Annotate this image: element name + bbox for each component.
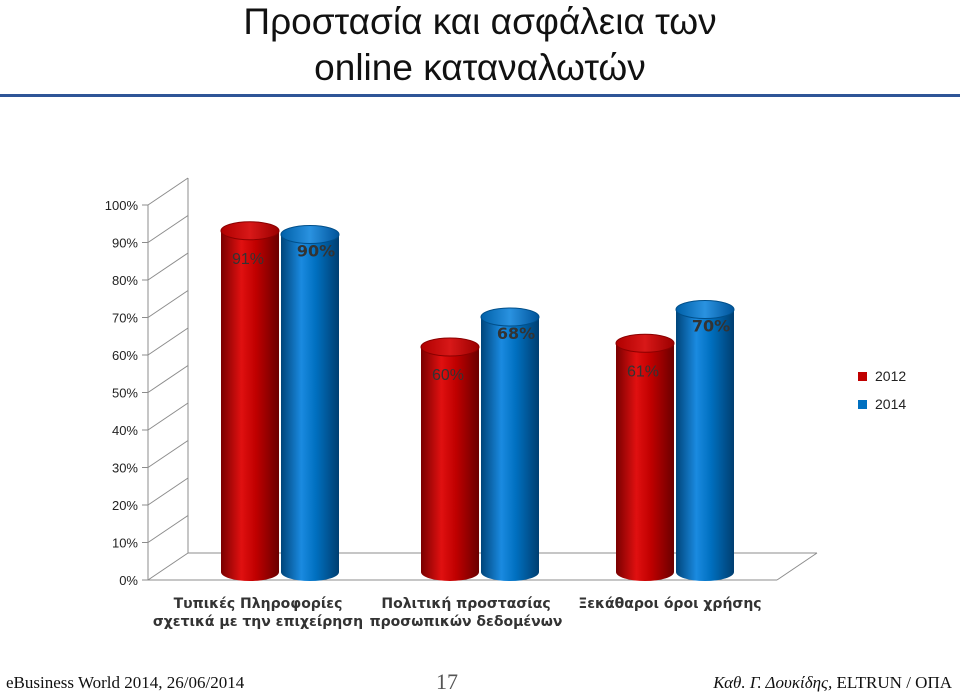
bar-2012-1 [421, 347, 479, 581]
gridline-side [147, 177, 189, 206]
bar-2014-1 [481, 317, 539, 581]
y-tick-label: 30% [112, 461, 138, 476]
gridline-side [147, 365, 189, 393]
data-label-2012-0: 91% [232, 251, 264, 268]
y-tick-label: 20% [112, 498, 138, 513]
bar-cap-2014-2 [675, 300, 735, 319]
bar-2014-2 [676, 309, 734, 581]
footer-author-name: Καθ. Γ. Δουκίδης, [713, 673, 833, 692]
gridline-side [147, 252, 189, 281]
data-label-2014-0: 90% [297, 242, 335, 261]
legend-label-2014: 2014 [875, 396, 906, 412]
footer-org: ELTRUN / ΟΠΑ [836, 673, 952, 692]
bar-cap-2012-2 [615, 333, 675, 353]
gridline-side [147, 402, 189, 431]
chart-bars [220, 221, 735, 581]
y-tick-label: 50% [112, 386, 138, 401]
bar-cap-2012-1 [420, 337, 480, 357]
chart-labels: 91% 90% Τυπικές Πληροφορίες σχετικά με την … [153, 242, 762, 631]
page-title-line1: Προστασία και ασφάλεια των [243, 1, 717, 42]
gridline-side [147, 327, 189, 356]
y-tick-label: 90% [112, 236, 138, 251]
y-tick-label: 10% [112, 536, 138, 551]
category-label-1: Πολιτική προστασίας [381, 596, 550, 612]
bar-cap-2014-0 [280, 225, 340, 244]
category-label-0: Τυπικές Πληροφορίες [174, 596, 343, 612]
bar-2012-2 [616, 343, 674, 581]
page-title-line2: online καταναλωτών [314, 47, 646, 88]
legend-swatch-2012 [858, 372, 867, 381]
footer-author: Καθ. Γ. Δουκίδης, ELTRUN / ΟΠΑ [713, 673, 952, 693]
title-divider [0, 94, 960, 97]
bar-cap-2014-1 [480, 307, 540, 327]
chart-legend: 2012 2014 [858, 368, 906, 412]
gridline-side [147, 477, 189, 506]
y-tick-label: 60% [112, 348, 138, 363]
data-label-2012-1: 60% [432, 367, 464, 384]
gridline-side [147, 515, 189, 543]
page-number: 17 [436, 669, 458, 694]
cylinder-bar-chart: 0% 10% 20% 30% 40% 50% 60% 70% 80% 90% 100% 91% 90%… [105, 177, 906, 631]
bar-2012-0 [221, 230, 279, 581]
gridline-side [147, 440, 189, 468]
footer-event: eBusiness World 2014, 26/06/2014 [6, 673, 245, 692]
y-tick-label: 80% [112, 273, 138, 288]
y-tick-label: 70% [112, 311, 138, 326]
legend-swatch-2014 [858, 400, 867, 409]
floor-right-edge [776, 552, 818, 581]
category-label-2: Ξεκάθαροι όροι χρήσης [578, 596, 761, 612]
data-label-2012-2: 61% [627, 363, 659, 380]
y-tick-label: 0% [119, 573, 138, 588]
gridline-side [147, 290, 189, 318]
bar-cap-2012-0 [220, 221, 280, 241]
data-label-2014-2: 70% [692, 317, 730, 336]
category-label-1: προσωπικών δεδομένων [370, 614, 563, 630]
gridline-side [147, 552, 189, 581]
y-tick-label: 100% [105, 198, 139, 213]
data-label-2014-1: 68% [497, 324, 535, 343]
legend-label-2012: 2012 [875, 368, 906, 384]
bar-2014-0 [281, 234, 339, 581]
category-label-0: σχετικά με την επιχείρηση [153, 614, 363, 630]
gridline-side [147, 215, 189, 243]
y-tick-label: 40% [112, 423, 138, 438]
